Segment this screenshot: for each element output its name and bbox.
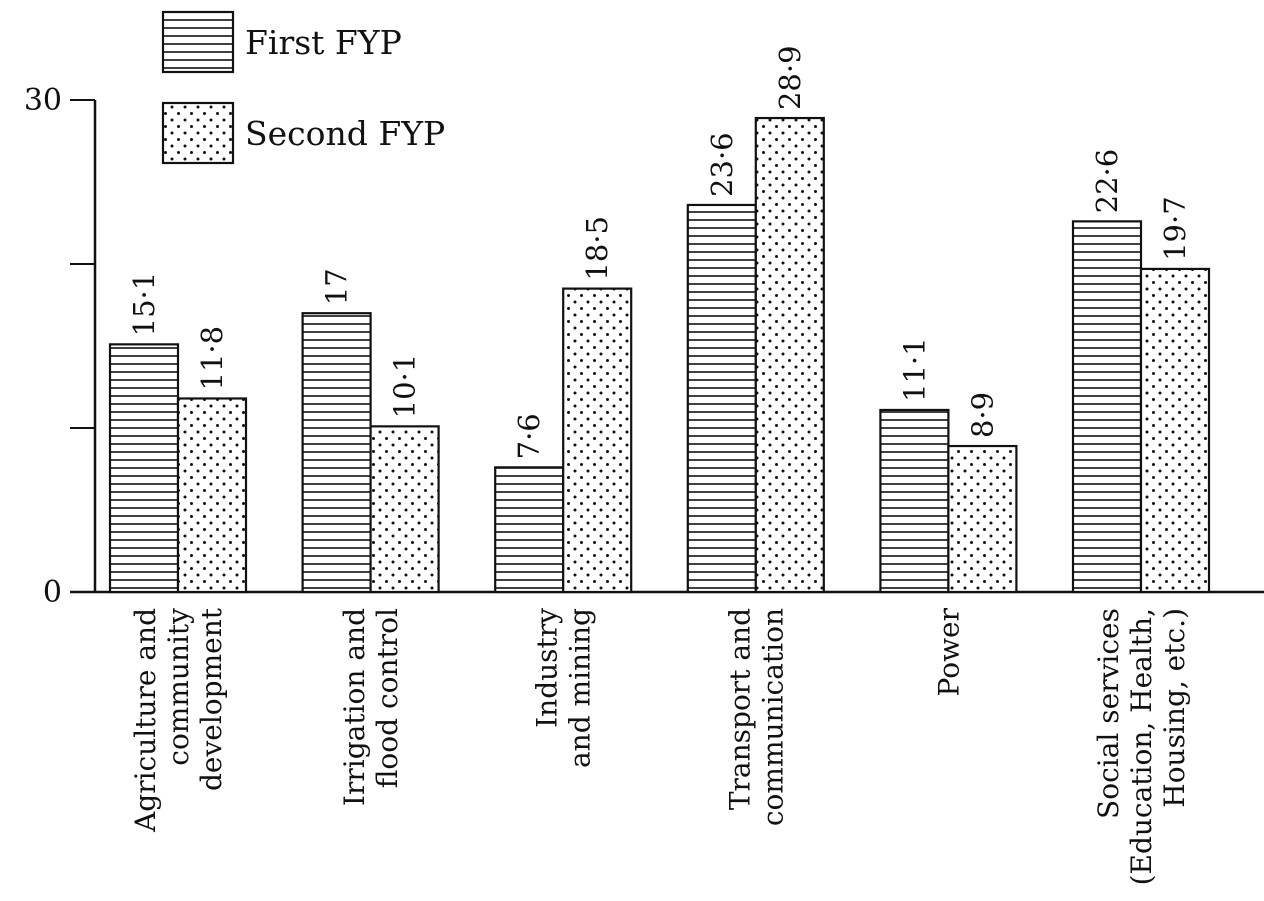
- bar-value-label: 19·7: [1158, 196, 1192, 261]
- bar-value-label: 18·5: [580, 216, 614, 281]
- bar-second-fyp: [754, 116, 825, 594]
- category-labels: Agriculture andcommunitydevelopment Irrig…: [129, 607, 1191, 885]
- bar-value-label: 15·1: [127, 272, 161, 337]
- bar-first-fyp: [686, 203, 757, 594]
- bar-value-label: 7·6: [512, 413, 546, 459]
- y-tick-label: 0: [43, 575, 62, 610]
- bar-value-label: 11·1: [897, 337, 931, 402]
- bar-first-fyp: [108, 343, 180, 594]
- category-label: Social services(Education, Health,Housin…: [1092, 608, 1191, 885]
- bar-value-label: 10·1: [388, 354, 422, 419]
- bar-first-fyp: [879, 408, 950, 594]
- y-tick-label: 30: [24, 83, 62, 118]
- bar-value-label: 11·8: [195, 326, 229, 391]
- legend: First FYP Second FYP: [161, 10, 445, 165]
- legend-label: First FYP: [245, 23, 402, 62]
- category-label: Transport andcommunication: [723, 608, 789, 826]
- bar-value-label: 23·6: [705, 132, 739, 197]
- data-labels: 15·1 11·8 17 10·1 7·6 18·5 23·6 28·9 11·1 8·9 22·6…: [127, 45, 1192, 459]
- legend-swatch-second-fyp: [161, 101, 235, 165]
- bar-value-label: 8·9: [965, 392, 999, 438]
- category-label: Agriculture andcommunitydevelopment: [129, 607, 228, 833]
- bar-first-fyp: [1071, 220, 1143, 594]
- bars: [108, 116, 1211, 594]
- legend-swatch-first-fyp: [161, 10, 235, 74]
- category-label: Industryand mining: [531, 608, 597, 768]
- bar-value-label: 28·9: [773, 45, 807, 110]
- bar-second-fyp: [562, 287, 633, 594]
- bar-second-fyp: [947, 444, 1018, 594]
- category-label: Irrigation andflood control: [338, 608, 404, 806]
- bar-value-label: 22·6: [1090, 149, 1124, 214]
- bar-first-fyp: [494, 466, 565, 594]
- category-label: Power: [932, 607, 965, 696]
- bar-second-fyp: [1139, 267, 1211, 594]
- bar-second-fyp: [176, 397, 248, 594]
- legend-label: Second FYP: [245, 114, 445, 153]
- bar-value-label: 17: [320, 268, 354, 305]
- y-ticks: 0 30: [24, 83, 95, 610]
- bar-first-fyp: [301, 312, 372, 594]
- bar-second-fyp: [369, 425, 440, 594]
- axes: [70, 100, 1264, 594]
